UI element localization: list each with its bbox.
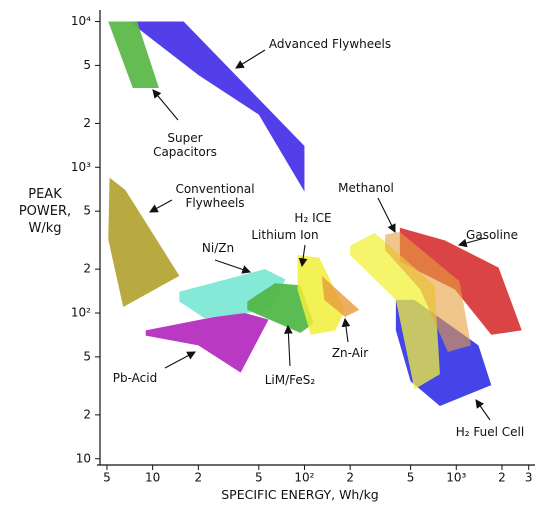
y-tick-label: 10²: [71, 306, 91, 320]
y-tick-label: 10³: [71, 160, 91, 174]
arrow: [298, 244, 308, 268]
arrow: [341, 317, 351, 343]
x-tick-label: 5: [407, 471, 415, 485]
y-tick-label: 2: [83, 262, 91, 276]
x-tick-label: 2: [195, 471, 203, 485]
arrow: [457, 237, 486, 248]
region-label: Gasoline: [466, 228, 518, 242]
region-label: Lithium Ion: [251, 228, 319, 242]
region: [108, 177, 180, 307]
arrow: [149, 199, 173, 213]
y-tick-label: 10⁴: [71, 14, 91, 28]
region: [399, 227, 522, 335]
x-tick-label: 2: [498, 471, 506, 485]
arrow: [152, 89, 179, 121]
x-tick-label: 5: [255, 471, 263, 485]
y-tick-label: 2: [83, 116, 91, 130]
x-tick-label: 10²: [294, 471, 314, 485]
y-tick-label: 5: [83, 204, 91, 218]
region: [145, 311, 269, 373]
arrow: [164, 351, 196, 369]
region: [321, 275, 360, 317]
x-tick-label: 10³: [446, 471, 466, 485]
region-label: Methanol: [338, 181, 394, 195]
region: [108, 21, 159, 88]
y-tick-label: 5: [83, 58, 91, 72]
region-label: LiM/FeS₂: [264, 373, 316, 387]
arrow: [283, 324, 293, 367]
x-tick-label: 2: [346, 471, 354, 485]
y-tick-label: 10: [76, 451, 91, 465]
y-tick-label: 2: [83, 407, 91, 421]
annotation: H₂ ICE: [294, 211, 332, 225]
region: [385, 231, 471, 353]
region-label: Conventional Flywheels: [175, 182, 255, 210]
arrow: [214, 259, 252, 274]
arrow: [475, 399, 491, 421]
region: [297, 255, 346, 335]
y-tick-label: 5: [83, 349, 91, 363]
region-label: H₂ Fuel Cell: [455, 425, 525, 439]
y-axis-title: PEAK POWER, W/kg: [18, 187, 72, 236]
x-tick-label: 5: [103, 471, 111, 485]
region-label: Ni/Zn: [201, 241, 235, 255]
arrow: [377, 197, 396, 233]
arrow: [235, 49, 266, 69]
x-axis-title: SPECIFIC ENERGY, Wh/kg: [221, 487, 379, 502]
region-label: Pb-Acid: [112, 371, 158, 385]
region: [247, 283, 314, 333]
x-tick-label: 3: [525, 471, 533, 485]
region-label: Zn-Air: [331, 346, 369, 360]
x-tick-label: 10: [145, 471, 160, 485]
region-label: Super Capacitors: [153, 131, 217, 159]
region-label: Advanced Flywheels: [268, 37, 392, 51]
